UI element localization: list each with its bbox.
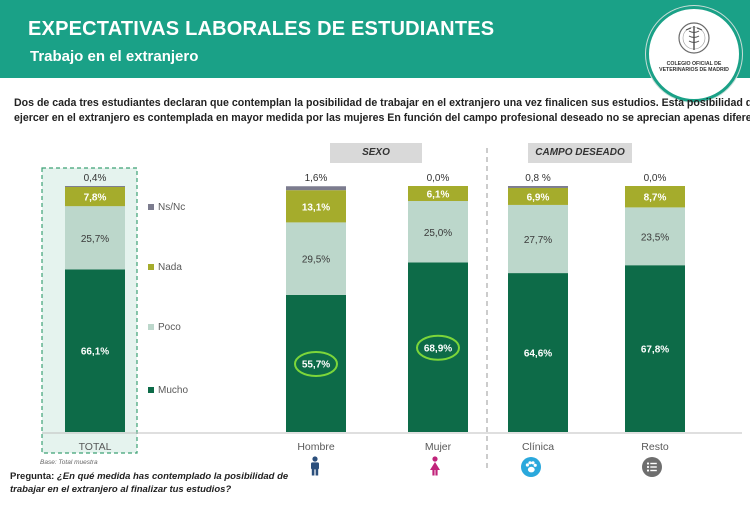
college-logo: COLEGIO OFICIAL DE VETERINARIOS DE MADRI… xyxy=(646,6,742,102)
bar-resto-poco xyxy=(625,207,685,266)
bar-hombre-ns-nc xyxy=(286,186,346,191)
section-label-campo: CAMPO DESEADO xyxy=(528,143,632,163)
page-subtitle: Trabajo en el extranjero xyxy=(30,48,199,65)
intro-text: Dos de cada tres estudiantes declaran qu… xyxy=(14,96,750,126)
label-hombre-ns-nc: 1,6% xyxy=(305,173,328,184)
category-label-clinica: Clínica xyxy=(522,441,554,453)
man-icon xyxy=(311,456,319,476)
page-title: EXPECTATIVAS LABORALES DE ESTUDIANTES xyxy=(28,18,495,40)
label-clinica-ns-nc: 0,8 % xyxy=(525,173,551,184)
label-resto-nada: 8,7% xyxy=(644,193,667,204)
legend-label-nada: Nada xyxy=(158,262,182,273)
label-mujer-mucho: 68,9% xyxy=(424,343,452,354)
label-clinica-mucho: 64,6% xyxy=(524,349,552,360)
label-hombre-poco: 29,5% xyxy=(302,255,330,266)
label-hombre-mucho: 55,7% xyxy=(302,359,330,370)
label-clinica-poco: 27,7% xyxy=(524,235,552,246)
legend-label-mucho: Mucho xyxy=(158,385,188,396)
bar-total-poco xyxy=(65,206,125,270)
label-resto-ns-nc: 0,0% xyxy=(644,173,667,184)
bar-clinica-nada xyxy=(508,187,568,205)
label-total-nada: 7,8% xyxy=(84,193,107,204)
category-label-hombre: Hombre xyxy=(297,441,335,453)
legend-label-poco: Poco xyxy=(158,322,181,333)
legend-swatch-ns-nc xyxy=(148,204,154,210)
bar-total-nada xyxy=(65,186,125,207)
section-label-sexo: SEXO xyxy=(330,143,422,163)
intro-line-2: ejercer en el extranjero es contemplada … xyxy=(14,112,750,124)
label-mujer-poco: 25,0% xyxy=(424,228,452,239)
label-mujer-nada: 6,1% xyxy=(427,190,450,201)
base-note: Base: Total muestra xyxy=(40,459,98,466)
bar-clinica-ns-nc xyxy=(508,186,568,188)
highlight-ring-mujer xyxy=(416,334,460,361)
category-label-resto: Resto xyxy=(641,441,669,453)
legend-swatch-nada xyxy=(148,264,154,270)
legend-label-ns-nc: Ns/Nc xyxy=(158,202,185,213)
category-label-mujer: Mujer xyxy=(425,441,452,453)
logo-text: COLEGIO OFICIAL DE VETERINARIOS DE MADRI… xyxy=(659,61,729,73)
bar-hombre-poco xyxy=(286,222,346,295)
legend-swatch-poco xyxy=(148,324,154,330)
label-hombre-nada: 13,1% xyxy=(302,202,330,213)
bar-clinica-mucho xyxy=(508,273,568,432)
label-total-poco: 25,7% xyxy=(81,234,109,245)
bar-resto-mucho xyxy=(625,265,685,432)
legend-swatch-mucho xyxy=(148,387,154,393)
label-clinica-nada: 6,9% xyxy=(527,192,550,203)
bar-clinica-poco xyxy=(508,204,568,274)
paw-icon xyxy=(521,457,541,477)
label-resto-mucho: 67,8% xyxy=(641,345,669,356)
intro-line-1: Dos de cada tres estudiantes declaran qu… xyxy=(14,97,750,109)
question-label: Pregunta: xyxy=(10,471,57,482)
highlight-ring-hombre xyxy=(294,350,338,377)
woman-icon xyxy=(430,456,440,476)
question-line-1: ¿En qué medida has contemplado la posibi… xyxy=(56,471,289,482)
bar-mujer-poco xyxy=(408,201,468,263)
label-mujer-ns-nc: 0,0% xyxy=(427,173,450,184)
bar-total-ns-nc xyxy=(65,186,125,187)
category-label-total: TOTAL xyxy=(79,441,112,453)
question-line-2: trabajar en el extranjero al finalizar t… xyxy=(10,484,232,495)
bar-hombre-nada xyxy=(286,190,346,223)
question-footer: Pregunta: ¿En qué medida has contemplado… xyxy=(10,470,288,496)
label-resto-poco: 23,5% xyxy=(641,232,669,243)
bar-total-mucho xyxy=(65,269,125,432)
bar-resto-nada xyxy=(625,186,685,208)
header-banner: EXPECTATIVAS LABORALES DE ESTUDIANTES Tr… xyxy=(0,0,750,78)
list-icon xyxy=(642,457,662,477)
label-total-mucho: 66,1% xyxy=(81,347,109,358)
bar-mujer-nada xyxy=(408,186,468,202)
caduceus-seal-icon xyxy=(678,22,710,54)
label-total-ns-nc: 0,4% xyxy=(84,173,107,184)
